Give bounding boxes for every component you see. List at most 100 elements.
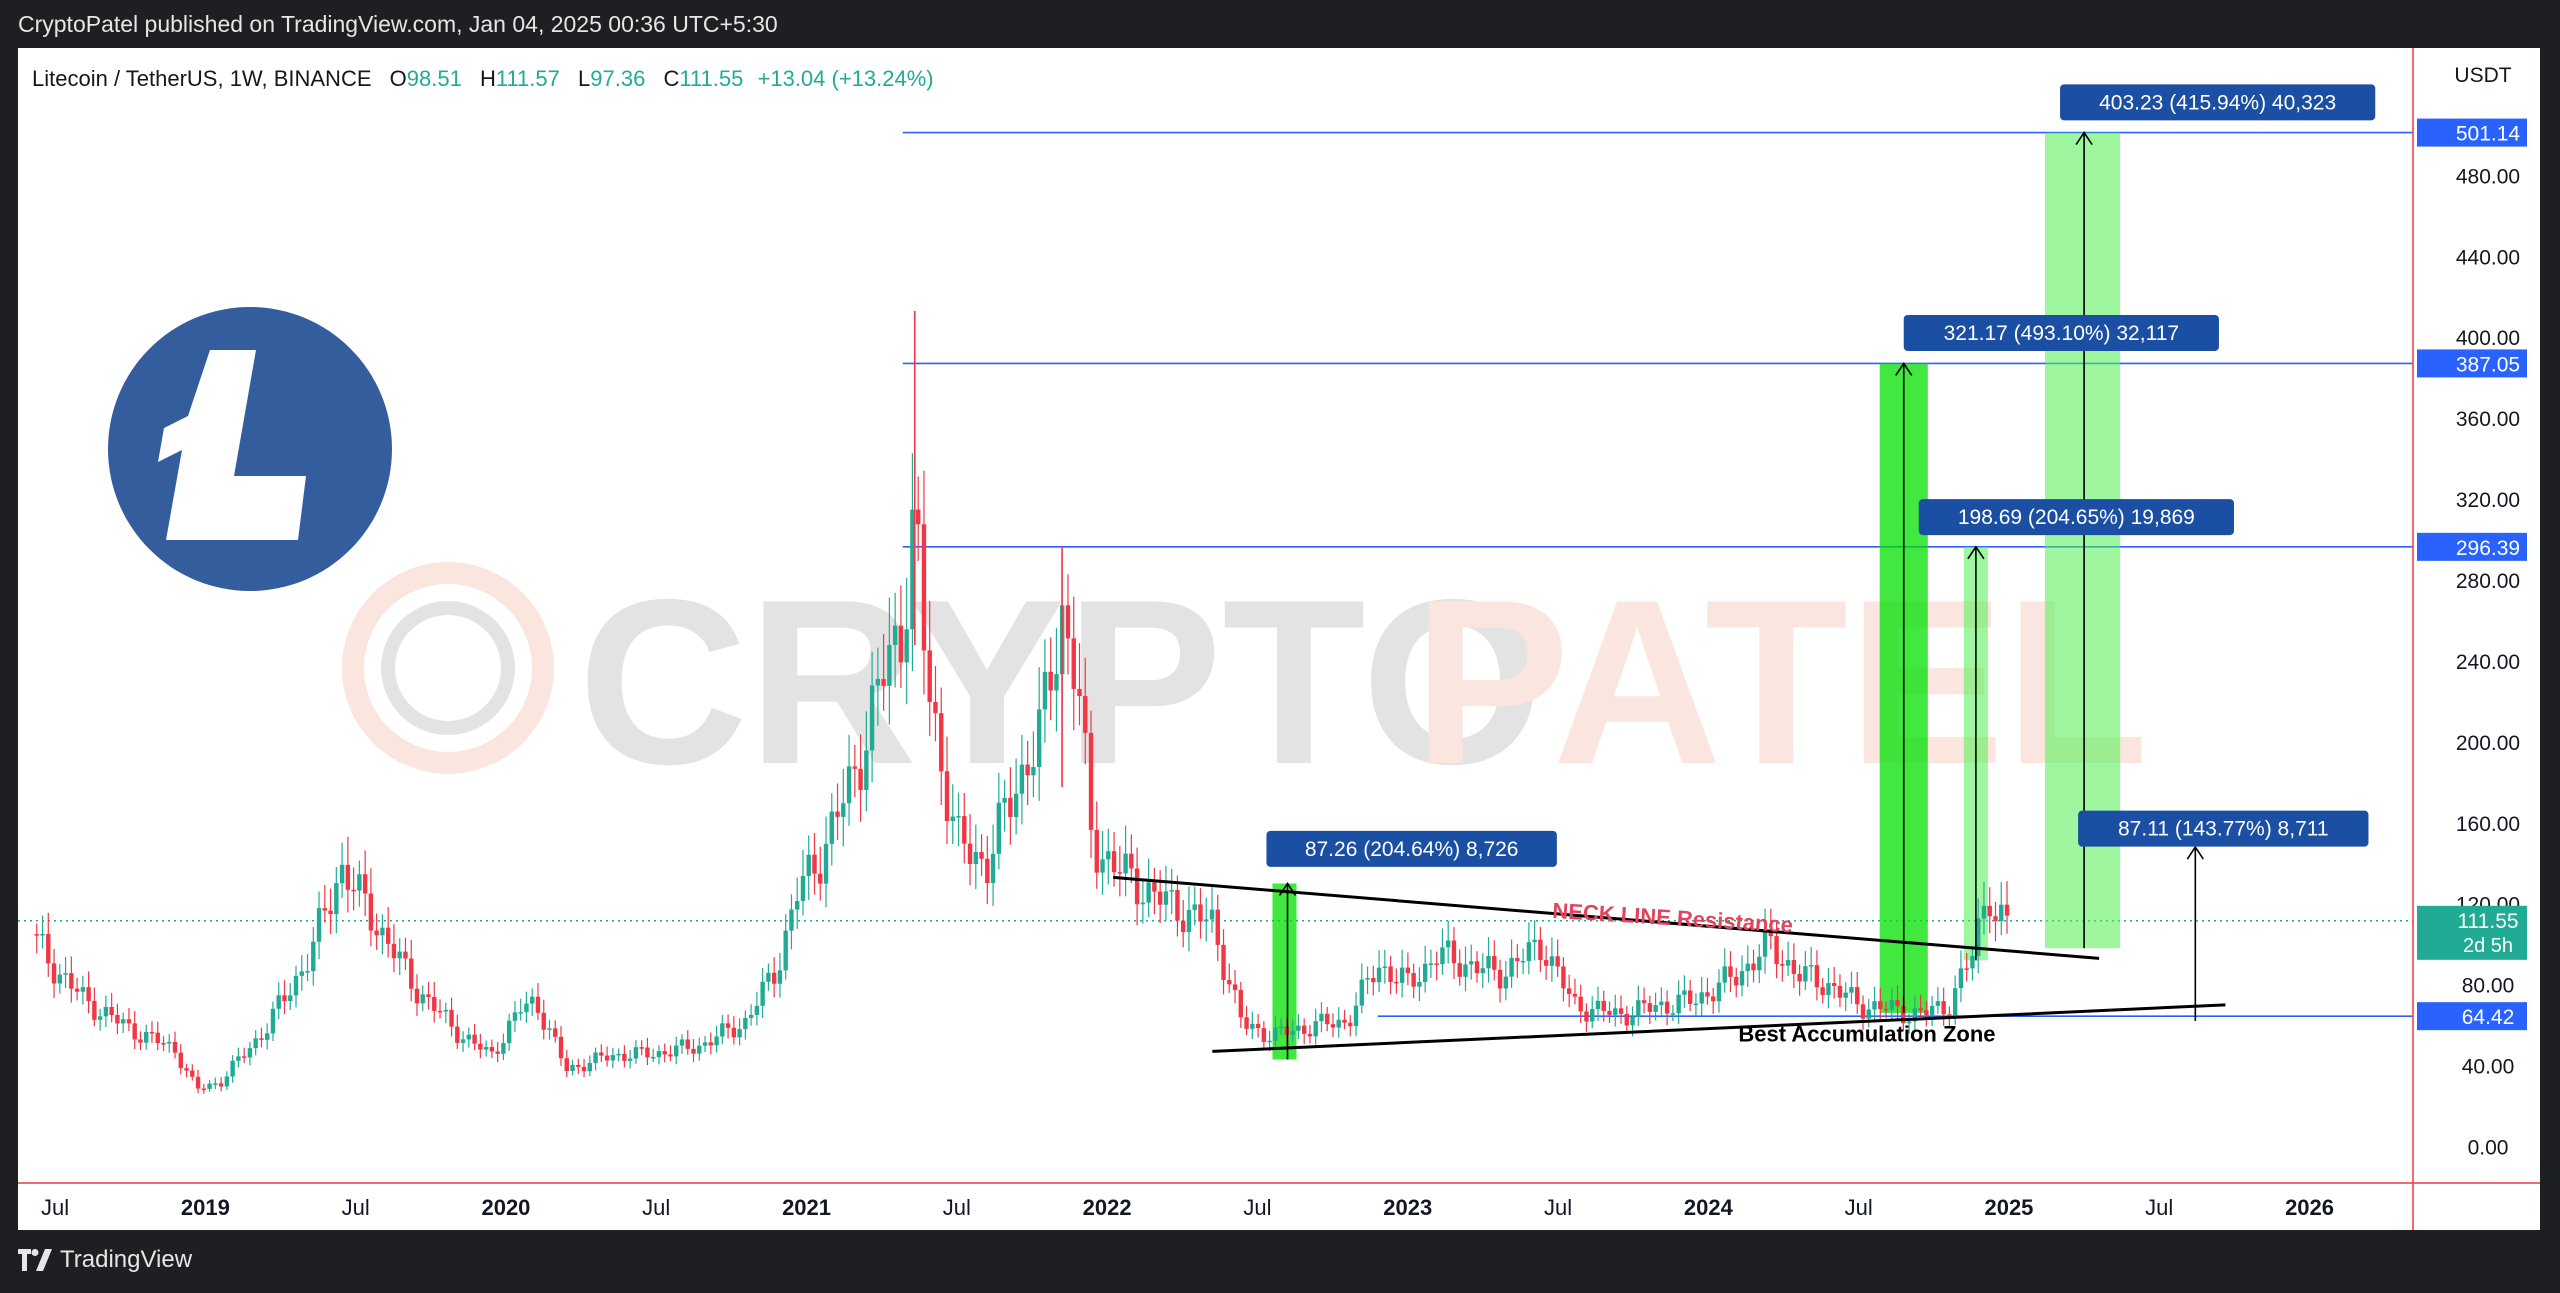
tradingview-logo-icon [18,1249,52,1271]
candle-body [460,1039,466,1043]
candle-body [1509,958,1514,977]
candle-body [1889,999,1894,1010]
candle-body [518,1012,523,1014]
candle-body [829,811,834,844]
candle-body [1013,793,1019,817]
neckline-trendline [1113,875,2100,960]
measure-label-text: 87.11 (143.77%) 8,711 [2118,818,2329,841]
measure-arrowhead [2075,131,2093,146]
candle-body [771,972,777,984]
candle-body [1751,963,1756,971]
candle-body [587,1062,593,1072]
candle-body [1146,882,1151,903]
measure-label-text: 321.17 (493.10%) 32,117 [1944,322,2179,345]
candle-body [1232,984,1238,991]
candle-body [708,1042,713,1046]
measure-arrowhead [1278,882,1297,896]
candle-body [1365,977,1370,980]
candle-body [103,1006,109,1017]
candle-body [1215,909,1220,945]
chart-area[interactable]: CRYPTO PATEL NECK LINE Resistance Best Accu… [18,48,2540,1230]
price-level-tag-text: 64.42 [2462,1006,2515,1029]
candle-body [633,1047,639,1059]
candle-body [1457,963,1462,977]
candle-body [1866,1009,1871,1019]
candle-body [570,1064,575,1071]
candle-body [1503,976,1509,989]
measure-label-box [2078,810,2369,847]
candle-body [1803,966,1808,982]
tradingview-brand[interactable]: TradingView [18,1246,192,1274]
candle-body [858,768,863,790]
y-tick-label: 160.00 [2456,813,2520,836]
price-level-tag [2417,349,2527,378]
candle-body [305,971,310,973]
candle-body [265,1033,270,1040]
candle-body [1682,990,1687,995]
close-value: 111.55 [679,66,744,91]
candle-body [1981,905,1987,919]
x-tick-label: Jul [1845,1195,1873,1220]
candle-body [155,1032,160,1044]
candle-body [1129,853,1134,869]
y-tick-label: 200.00 [2456,732,2520,755]
candle-body [1872,1001,1877,1010]
candle-body [190,1070,195,1077]
candle-body [599,1052,604,1056]
low-label: L [578,66,591,91]
open-value: 98.51 [406,66,462,91]
candle-body [656,1051,662,1058]
candle-body [472,1034,477,1044]
candle-body [1440,947,1445,965]
candle-body [846,766,852,804]
candle-body [650,1057,656,1059]
candle-body [1273,1027,1278,1041]
currency-button[interactable]: USDT [2454,64,2512,87]
candle-body [46,934,51,964]
candle-body [841,803,846,817]
candle-body [259,1038,264,1040]
candle-body [892,625,898,646]
candle-body [1157,891,1163,905]
candle-body [1140,902,1146,905]
candle-body [985,858,990,884]
candle-body [1693,1003,1699,1006]
x-tick-label: 2021 [782,1195,831,1220]
candle-body [1814,965,1820,988]
price-level-tag-text: 387.05 [2456,353,2520,376]
measure-arrowhead [2186,845,2204,860]
candle-body [1555,956,1560,967]
candle-body [1180,920,1186,933]
x-tick-label: 2020 [481,1195,530,1220]
candle-body [51,963,57,984]
candle-body [1111,851,1117,873]
candle-body [604,1055,610,1061]
candle-body [345,864,351,890]
candle-body [1578,996,1583,1012]
candle-body [1474,961,1480,974]
candle-body [1175,890,1180,921]
candle-body [1036,709,1042,768]
candle-body [1106,851,1111,860]
candle-body [1244,1017,1249,1029]
candle-body [385,927,391,944]
footer: TradingView [0,1230,2560,1293]
candle-body [1566,988,1572,994]
candle-body [288,995,293,1002]
candle-body [1837,985,1843,998]
candle-body [1307,1033,1313,1037]
candle-body [1999,904,2004,922]
candle-body [1785,960,1791,966]
candle-body [224,1076,230,1087]
candle-body [1405,967,1411,974]
candle-body [581,1066,587,1072]
candle-body [1394,981,1399,984]
watermark-text-left: CRYPTO [578,550,1544,813]
candle-body [1820,987,1825,996]
current-price-tag-text: 111.55 [2457,910,2518,933]
candle-body [282,995,287,1002]
candle-body [1382,966,1388,968]
candle-body [875,678,881,686]
candle-body [213,1083,218,1085]
